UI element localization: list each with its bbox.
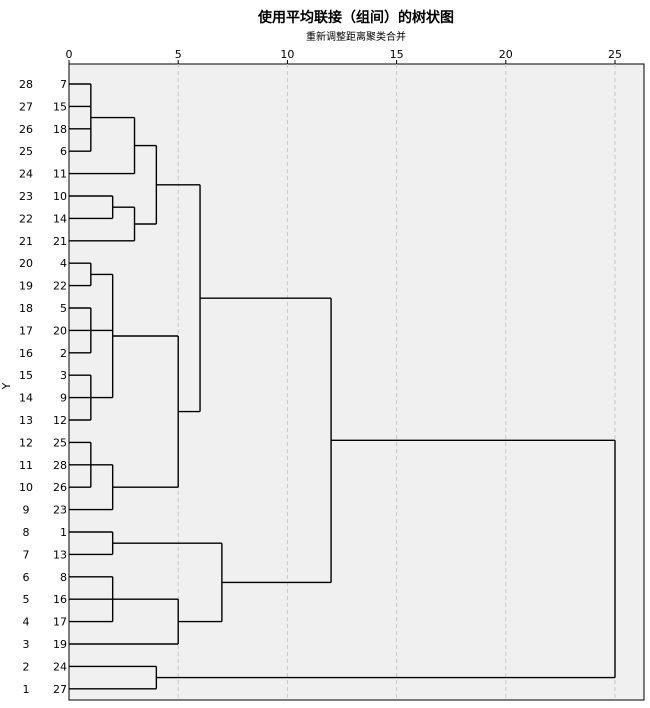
leaf-label: 10 <box>53 190 67 203</box>
position-label: 27 <box>19 100 33 113</box>
leaf-label: 13 <box>53 548 67 561</box>
position-label: 5 <box>23 593 30 606</box>
dendrogram-link <box>69 83 92 152</box>
position-label: 25 <box>19 145 33 158</box>
leaf-label: 12 <box>53 414 67 427</box>
x-tick-label: 20 <box>499 48 513 61</box>
leaf-label: 26 <box>53 481 67 494</box>
dendrogram-link <box>69 576 114 623</box>
position-label: 24 <box>19 168 33 181</box>
position-label: 19 <box>19 280 33 293</box>
position-label: 23 <box>19 190 33 203</box>
leaf-label: 8 <box>60 571 67 584</box>
x-tick-label: 5 <box>175 48 182 61</box>
dendrogram-links <box>69 83 616 690</box>
leaf-label: 11 <box>53 168 67 181</box>
leaf-label: 1 <box>60 526 67 539</box>
position-label: 14 <box>19 392 33 405</box>
position-label: 3 <box>23 638 30 651</box>
position-label: 2 <box>23 660 30 673</box>
position-label: 15 <box>19 369 33 382</box>
chart-subtitle: 重新调整距离聚类合并 <box>306 30 406 43</box>
position-label: 4 <box>23 616 30 629</box>
leaf-label: 27 <box>53 683 67 696</box>
position-label: 13 <box>19 414 33 427</box>
dendrogram-link <box>69 374 92 421</box>
x-tick-label: 10 <box>280 48 294 61</box>
leaf-label: 4 <box>60 257 67 270</box>
leaf-label: 18 <box>53 123 67 136</box>
position-label: 16 <box>19 347 33 360</box>
y-axis-label: Y <box>0 382 13 390</box>
position-labels: 2827262524232221201918171615141312111098… <box>19 78 33 696</box>
position-label: 6 <box>23 571 30 584</box>
leaf-label: 15 <box>53 100 67 113</box>
chart-title: 使用平均联接（组间）的树状图 <box>257 9 454 26</box>
leaf-label: 3 <box>60 369 67 382</box>
plot-area <box>68 63 645 701</box>
dendrogram-link <box>69 307 92 354</box>
position-label: 11 <box>19 459 33 472</box>
leaf-label: 21 <box>53 235 67 248</box>
leaf-label: 14 <box>53 212 67 225</box>
leaf-label: 25 <box>53 436 67 449</box>
leaf-label: 24 <box>53 660 67 673</box>
position-label: 20 <box>19 257 33 270</box>
x-tick-label: 15 <box>390 48 404 61</box>
dendrogram-link <box>69 441 92 488</box>
x-tick-label: 0 <box>66 48 73 61</box>
position-label: 7 <box>23 548 30 561</box>
dendrogram-link <box>90 273 114 399</box>
leaf-label: 2 <box>60 347 67 360</box>
leaf-label: 28 <box>53 459 67 472</box>
leaf-label: 6 <box>60 145 67 158</box>
leaf-label: 23 <box>53 504 67 517</box>
x-axis-ticks: 0 5 10 15 20 25 <box>66 48 622 64</box>
leaf-label: 16 <box>53 593 67 606</box>
position-label: 21 <box>19 235 33 248</box>
position-label: 18 <box>19 302 33 315</box>
leaf-labels: 7151861110142142252023912252826231138161… <box>53 78 67 696</box>
position-label: 10 <box>19 481 33 494</box>
position-label: 1 <box>23 683 30 696</box>
position-label: 9 <box>23 504 30 517</box>
leaf-label: 7 <box>60 78 67 91</box>
position-label: 26 <box>19 123 33 136</box>
position-label: 22 <box>19 212 33 225</box>
dendrogram-link <box>156 439 616 679</box>
leaf-label: 19 <box>53 638 67 651</box>
position-label: 8 <box>23 526 30 539</box>
position-label: 28 <box>19 78 33 91</box>
leaf-label: 5 <box>60 302 67 315</box>
x-tick-label: 25 <box>608 48 622 61</box>
leaf-label: 22 <box>53 280 67 293</box>
position-label: 17 <box>19 324 33 337</box>
position-label: 12 <box>19 436 33 449</box>
leaf-label: 9 <box>60 392 67 405</box>
leaf-label: 17 <box>53 616 67 629</box>
leaf-label: 20 <box>53 324 67 337</box>
